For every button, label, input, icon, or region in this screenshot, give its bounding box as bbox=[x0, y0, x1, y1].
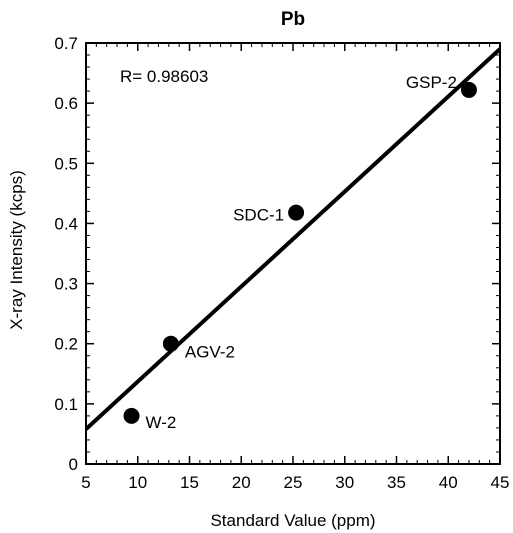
y-tick-label: 0.4 bbox=[54, 214, 78, 233]
data-point bbox=[460, 81, 477, 98]
correlation-annotation: R= 0.98603 bbox=[120, 67, 208, 86]
axis-ticks bbox=[85, 42, 501, 465]
x-tick-label: 30 bbox=[335, 473, 354, 492]
y-tick-label: 0.6 bbox=[54, 94, 78, 113]
point-label: GSP-2 bbox=[406, 73, 457, 92]
point-label: SDC-1 bbox=[233, 206, 284, 225]
data-points: W-2 AGV-2 SDC-1 GSP-2 bbox=[123, 73, 477, 432]
chart-title: Pb bbox=[281, 9, 305, 30]
axis-tick-labels: 5 10 15 20 25 30 35 40 45 0 0.1 0.2 0.3 0.4 0.5 0.6 0.7 bbox=[54, 34, 509, 492]
x-tick-label: 15 bbox=[180, 473, 199, 492]
fit-line-group bbox=[86, 47, 500, 431]
data-point bbox=[162, 335, 179, 352]
point-label: W-2 bbox=[146, 413, 177, 432]
data-point bbox=[123, 407, 140, 424]
y-tick-label: 0.2 bbox=[54, 335, 78, 354]
x-tick-label: 20 bbox=[232, 473, 251, 492]
regression-line bbox=[86, 47, 500, 431]
y-axis-label: X-ray Intensity (kcps) bbox=[7, 170, 26, 330]
data-point bbox=[288, 204, 305, 221]
x-tick-label: 45 bbox=[491, 473, 510, 492]
x-tick-label: 25 bbox=[284, 473, 303, 492]
y-tick-label: 0 bbox=[69, 455, 78, 474]
x-tick-label: 5 bbox=[81, 473, 90, 492]
y-tick-label: 0.3 bbox=[54, 275, 78, 294]
point-label: AGV-2 bbox=[185, 343, 235, 362]
y-tick-label: 0.1 bbox=[54, 395, 78, 414]
y-tick-label: 0.5 bbox=[54, 154, 78, 173]
x-tick-label: 10 bbox=[128, 473, 147, 492]
x-axis-label: Standard Value (ppm) bbox=[210, 511, 375, 530]
y-tick-label: 0.7 bbox=[54, 34, 78, 53]
x-tick-label: 40 bbox=[439, 473, 458, 492]
x-tick-label: 35 bbox=[387, 473, 406, 492]
